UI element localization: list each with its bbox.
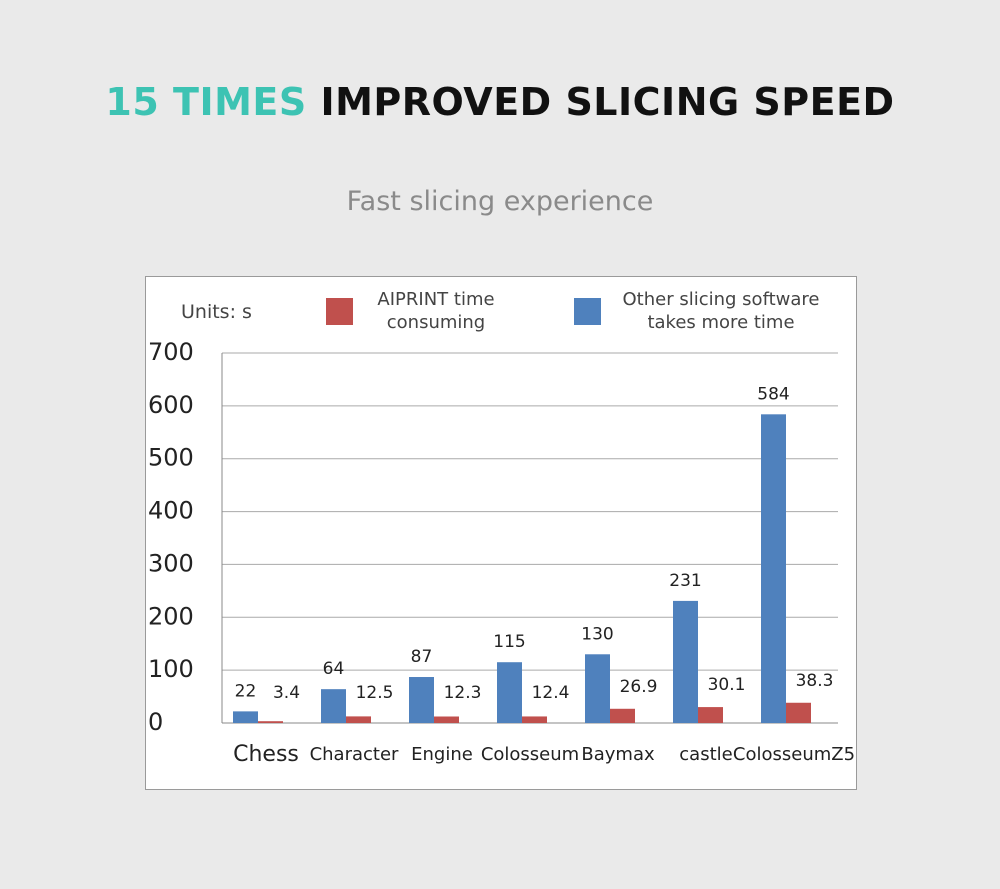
value-label: 30.1 — [708, 675, 746, 695]
value-label: 12.3 — [444, 683, 482, 703]
bar — [698, 707, 723, 723]
value-label: 26.9 — [620, 677, 658, 697]
subtitle: Fast slicing experience — [346, 186, 654, 217]
value-label: 584 — [757, 384, 789, 404]
x-tick-label: Character — [310, 744, 399, 765]
bar — [761, 414, 786, 723]
title: 15 TIMES IMPROVED SLICING SPEED — [0, 80, 1000, 124]
legend-label: AIPRINT time consuming — [377, 289, 495, 333]
value-label: 3.4 — [273, 683, 300, 703]
chart-panel: 0 100 200 300 400 500 600 700 Chess 22 3.4 Characte… — [145, 276, 857, 790]
bar — [346, 716, 371, 723]
legend-swatch — [574, 298, 601, 325]
bar — [497, 662, 522, 723]
bar — [409, 677, 434, 723]
value-label: 231 — [669, 571, 701, 591]
x-tick-label: ColosseumZ5 — [733, 744, 855, 765]
title-rest: IMPROVED SLICING SPEED — [320, 80, 895, 124]
y-tick-label: 700 — [148, 338, 194, 366]
value-label: 130 — [581, 624, 613, 644]
x-tick-label: Colosseum — [481, 744, 579, 765]
value-label: 87 — [411, 647, 433, 667]
bar — [258, 721, 283, 723]
value-label: 12.5 — [356, 683, 394, 703]
x-tick-label: Chess — [233, 742, 299, 767]
bar — [585, 654, 610, 723]
bar — [786, 702, 811, 723]
bar — [434, 716, 459, 723]
title-highlight: 15 TIMES — [105, 80, 307, 124]
y-tick-label: 400 — [148, 497, 194, 525]
bar — [233, 711, 258, 723]
chart: 0 100 200 300 400 500 600 700 Chess 22 3.4 Characte… — [148, 298, 855, 767]
bar — [610, 708, 635, 723]
x-tick-label: Baymax — [581, 744, 655, 765]
value-label: 64 — [323, 659, 345, 679]
bar — [522, 716, 547, 723]
y-tick-label: 300 — [148, 549, 194, 577]
x-tick-label: castle — [679, 744, 732, 765]
y-tick-label: 100 — [148, 655, 194, 683]
x-tick-label: Engine — [411, 744, 473, 765]
units-label: Units: s — [181, 301, 252, 323]
value-label: 22 — [235, 681, 257, 701]
legend-label: Other slicing software takes more time — [622, 289, 820, 333]
y-tick-label: 600 — [148, 391, 194, 419]
value-label: 38.3 — [796, 671, 834, 691]
y-tick-label: 0 — [148, 708, 163, 736]
value-label: 115 — [493, 632, 525, 652]
legend-swatch — [326, 298, 353, 325]
bar — [321, 689, 346, 723]
bar — [673, 600, 698, 723]
y-tick-label: 200 — [148, 602, 194, 630]
y-tick-label: 500 — [148, 444, 194, 472]
value-label: 12.4 — [532, 683, 570, 703]
